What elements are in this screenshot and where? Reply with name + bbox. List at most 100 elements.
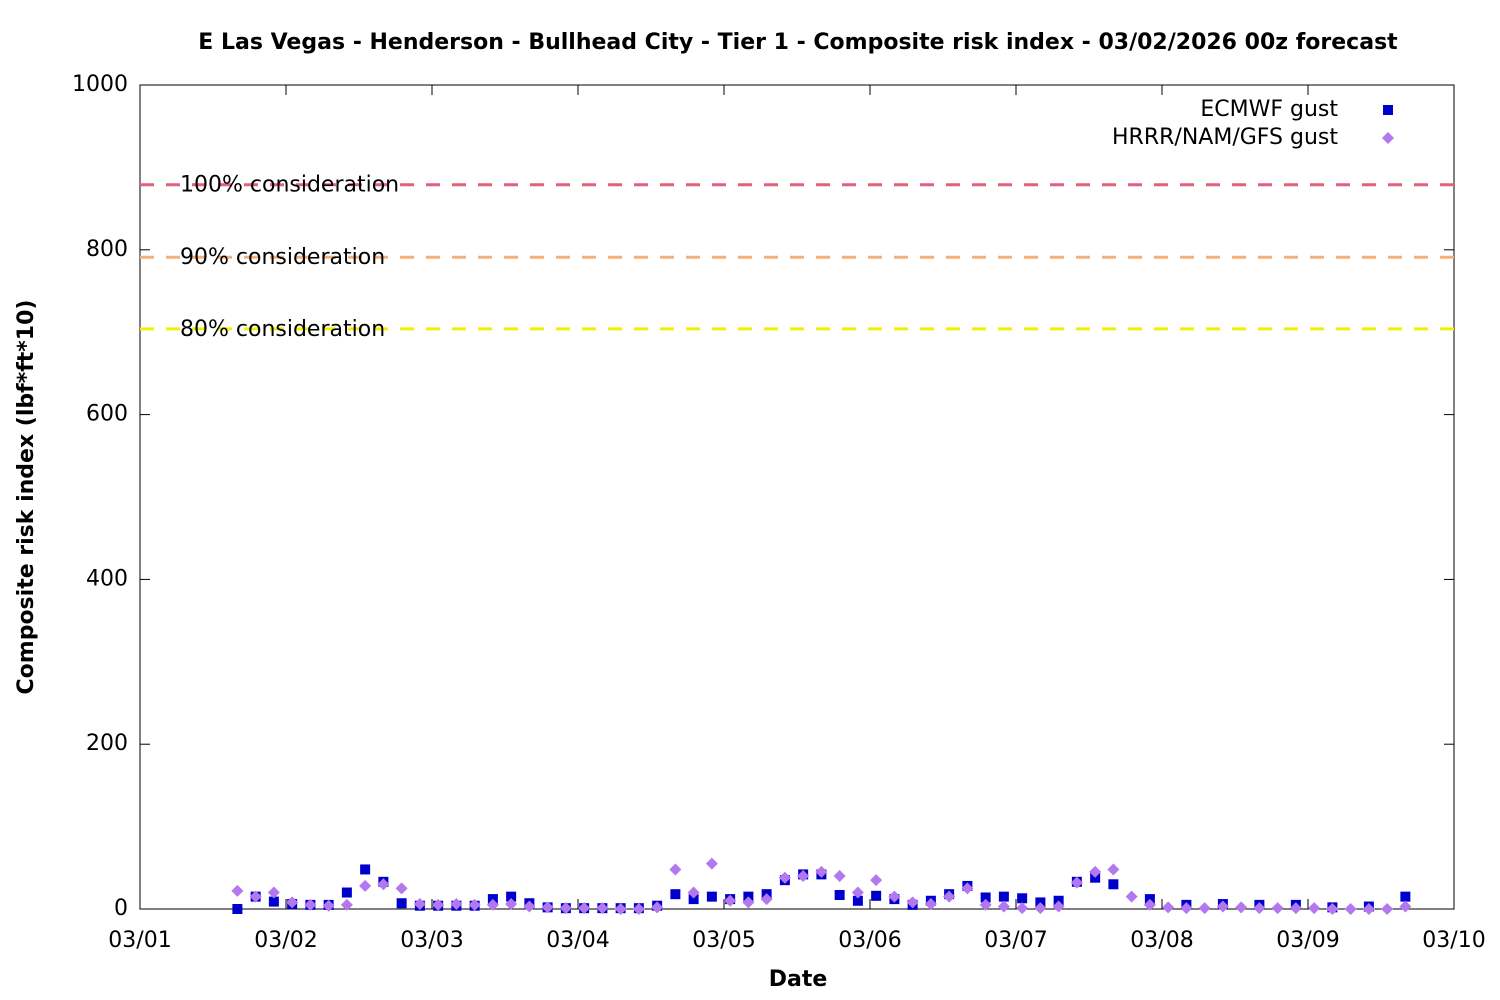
data-point (669, 863, 682, 876)
data-point (1399, 900, 1412, 913)
data-point (687, 886, 700, 899)
data-point (450, 898, 463, 911)
data-point (377, 878, 390, 891)
threshold-label: 90% consideration (180, 245, 385, 270)
data-point (688, 894, 699, 905)
data-point (541, 901, 554, 914)
data-point (396, 898, 407, 909)
x-tick-label: 03/03 (400, 928, 463, 953)
data-point (304, 898, 317, 911)
data-point (559, 902, 572, 915)
data-point (359, 879, 372, 892)
data-point (833, 870, 846, 883)
legend-marker (1382, 132, 1394, 144)
data-point (1289, 902, 1302, 915)
data-point (924, 898, 937, 911)
data-point (906, 896, 919, 909)
data-point (231, 884, 244, 897)
data-point (523, 900, 536, 913)
y-tick-label: 600 (86, 402, 128, 427)
data-point (724, 894, 737, 907)
data-point (943, 890, 956, 903)
data-point (232, 904, 243, 914)
y-tick-label: 800 (86, 237, 128, 262)
data-point (1381, 903, 1394, 915)
y-axis-label: Composite risk index (lbf*ft*10) (14, 300, 39, 695)
x-tick-label: 03/04 (546, 928, 609, 953)
data-point (1143, 898, 1156, 911)
data-point (1052, 900, 1065, 913)
data-point (249, 890, 262, 903)
x-tick-label: 03/07 (984, 928, 1047, 953)
y-tick-label: 200 (86, 731, 128, 756)
data-point (1253, 902, 1266, 915)
data-point (815, 865, 828, 878)
x-tick-label: 03/06 (838, 928, 901, 953)
data-point (742, 896, 755, 909)
data-point (1198, 902, 1211, 915)
x-tick-label: 03/01 (108, 928, 171, 953)
data-point (505, 898, 518, 911)
data-point (1017, 893, 1028, 904)
data-point (1235, 901, 1248, 914)
data-point (1180, 902, 1193, 915)
data-point (468, 898, 481, 911)
x-tick-label: 03/10 (1422, 928, 1485, 953)
data-point (596, 902, 609, 915)
threshold-label: 80% consideration (180, 317, 385, 342)
data-point (506, 891, 517, 902)
legend-marker (1383, 105, 1393, 115)
x-tick-label: 03/02 (254, 928, 317, 953)
data-point (997, 900, 1010, 913)
data-point (1070, 876, 1083, 889)
data-point (852, 895, 863, 906)
data-point (1108, 879, 1119, 890)
data-point (1344, 903, 1357, 915)
data-point (998, 891, 1009, 902)
threshold-label: 100% consideration (180, 173, 399, 198)
data-point (851, 886, 864, 899)
data-point (614, 903, 627, 915)
y-tick-label: 0 (114, 896, 128, 921)
chart-title: E Las Vegas - Henderson - Bullhead City … (198, 30, 1398, 55)
data-point (578, 902, 591, 915)
data-point (1034, 902, 1047, 915)
data-point (670, 889, 681, 900)
data-point (834, 889, 845, 900)
data-point (760, 893, 773, 906)
data-point (486, 898, 499, 911)
data-point (268, 896, 279, 907)
data-point (341, 887, 352, 898)
data-point (979, 898, 992, 911)
data-point (870, 874, 883, 887)
data-point (1271, 902, 1284, 915)
data-point (797, 870, 810, 883)
data-point (1400, 891, 1411, 902)
legend-label: HRRR/NAM/GFS gust (1112, 125, 1338, 150)
plot-frame (139, 84, 1455, 910)
data-point (871, 890, 882, 901)
x-tick-label: 03/08 (1130, 928, 1193, 953)
data-point (395, 882, 408, 895)
data-point (632, 903, 645, 915)
data-point (706, 891, 717, 902)
data-point (980, 892, 991, 903)
data-point (1016, 902, 1029, 915)
data-point (888, 890, 901, 903)
data-point (360, 864, 371, 875)
data-point (705, 857, 718, 870)
data-point (340, 898, 353, 911)
data-point (1125, 890, 1138, 903)
data-point (1107, 863, 1120, 876)
x-axis-label: Date (769, 967, 828, 992)
data-point (432, 898, 445, 911)
data-point (1216, 900, 1229, 913)
data-point (322, 899, 335, 912)
data-point (286, 896, 299, 909)
data-point (1162, 901, 1175, 914)
data-point (961, 882, 974, 895)
data-point (1362, 903, 1375, 915)
data-point (413, 898, 426, 911)
